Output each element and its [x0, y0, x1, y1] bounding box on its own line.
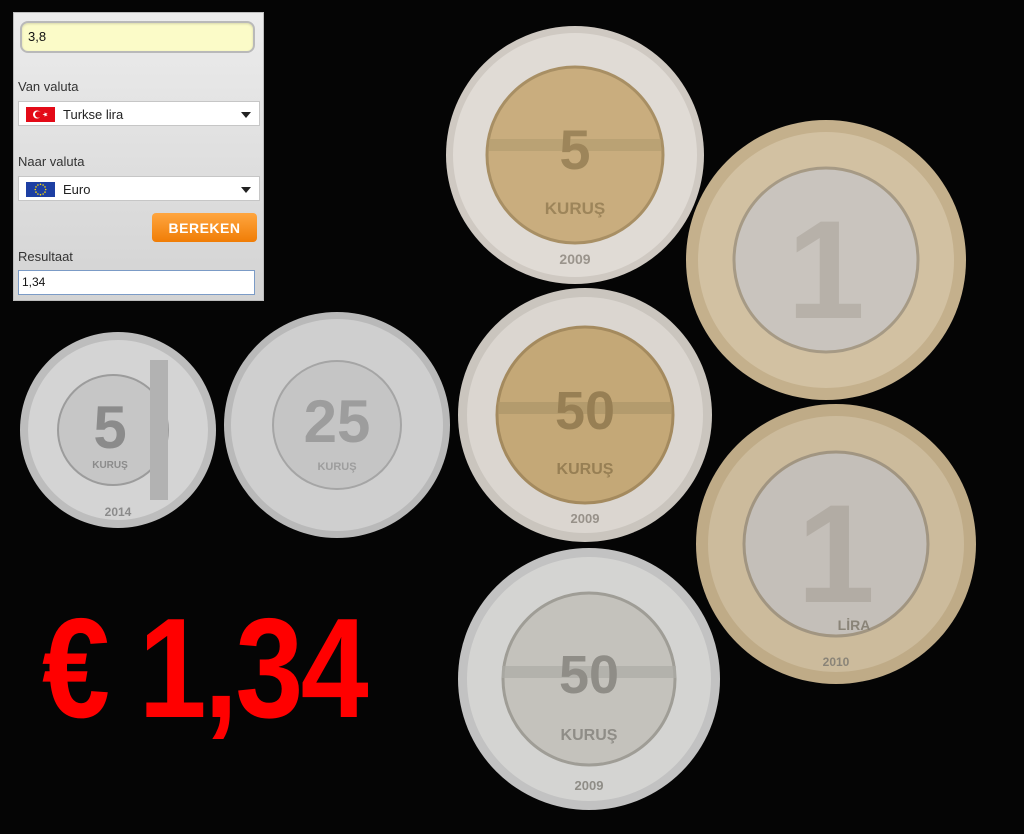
- to-currency-select[interactable]: Euro: [18, 176, 260, 201]
- calculate-button[interactable]: BEREKEN: [152, 213, 257, 242]
- coin-50-kurus: 5 KURUŞ 2009: [444, 24, 706, 286]
- coin-denomination: 25: [304, 388, 371, 455]
- coin-unit: LİRA: [838, 617, 871, 633]
- chevron-down-icon[interactable]: [241, 187, 251, 193]
- coin-denomination: 5: [559, 118, 590, 181]
- coin-year: 2009: [575, 778, 604, 793]
- coin-50-kurus: 50 KURUŞ 2009: [456, 286, 714, 544]
- to-currency-value: Euro: [63, 182, 91, 197]
- coin-unit: KURUŞ: [92, 460, 128, 471]
- from-currency-value: Turkse lira: [63, 107, 124, 122]
- coin-year: 2014: [105, 505, 132, 519]
- eu-flag-icon: [26, 182, 55, 197]
- coin-denomination: 1: [787, 191, 865, 348]
- coin-1-lira: 1 LİRA 2010: [694, 402, 978, 686]
- to-currency-label: Naar valuta: [18, 154, 85, 169]
- coin-1-lira: 1: [684, 118, 968, 402]
- coin-denomination: 1: [797, 475, 875, 632]
- coin-unit: KURUŞ: [561, 727, 618, 744]
- result-field[interactable]: 1,34: [18, 270, 255, 295]
- coin-25-kurus: 25 KURUŞ: [222, 310, 452, 540]
- coin-50-kurus: 50 KURUŞ 2009: [456, 546, 722, 812]
- amount-input[interactable]: 3,8: [20, 21, 255, 53]
- turkey-flag-icon: [26, 107, 55, 122]
- coin-year: 2009: [559, 251, 590, 267]
- coin-year: 2009: [571, 511, 600, 526]
- converted-amount-overlay: € 1,34: [42, 589, 369, 748]
- result-label: Resultaat: [18, 249, 73, 264]
- coin-denomination: 5: [93, 394, 126, 461]
- coin-5-kurus: 5 KURUŞ 2014: [18, 330, 218, 530]
- chevron-down-icon[interactable]: [241, 112, 251, 118]
- coin-denomination: 50: [559, 645, 619, 705]
- coin-unit: KURUŞ: [545, 199, 605, 218]
- coin-year: 2010: [823, 655, 850, 669]
- from-currency-label: Van valuta: [18, 79, 79, 94]
- currency-converter-widget: 3,8 Van valuta Turkse lira Naar valuta E…: [13, 12, 264, 301]
- coin-denomination: 50: [555, 381, 615, 441]
- from-currency-select[interactable]: Turkse lira: [18, 101, 260, 126]
- coin-unit: KURUŞ: [317, 461, 356, 473]
- coin-unit: KURUŞ: [557, 461, 614, 478]
